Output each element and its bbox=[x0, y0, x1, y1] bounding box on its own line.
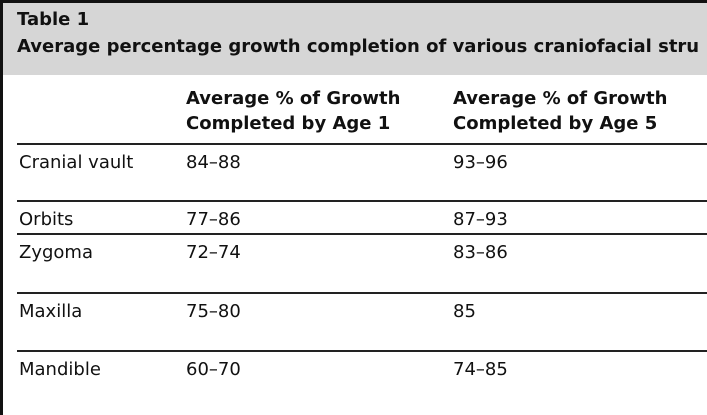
column-header-line: Average % of Growth bbox=[453, 88, 668, 109]
table-cell-age-1: 84–88 bbox=[186, 152, 241, 173]
table-rule bbox=[17, 292, 707, 294]
row-label: Maxilla bbox=[19, 301, 83, 322]
frame-left-border bbox=[0, 0, 3, 415]
row-label: Mandible bbox=[19, 359, 101, 380]
table-cell-age-1: 75–80 bbox=[186, 301, 241, 322]
table-cell-age-5: 83–86 bbox=[453, 242, 508, 263]
table-rule-header bbox=[17, 143, 707, 145]
frame-top-border bbox=[0, 0, 707, 3]
row-label: Orbits bbox=[19, 209, 74, 230]
table-rule bbox=[17, 350, 707, 352]
table-label: Table 1 bbox=[17, 9, 90, 30]
table-cell-age-1: 72–74 bbox=[186, 242, 241, 263]
table-caption: Average percentage growth completion of … bbox=[17, 36, 700, 57]
row-label: Zygoma bbox=[19, 242, 93, 263]
column-header-age-1: Average % of Growth Completed by Age 1 bbox=[186, 86, 400, 136]
table-cell-age-5: 93–96 bbox=[453, 152, 508, 173]
table-cell-age-5: 87–93 bbox=[453, 209, 508, 230]
table-rule bbox=[17, 233, 707, 235]
table-cell-age-5: 85 bbox=[453, 301, 476, 322]
table-title-band bbox=[3, 3, 707, 75]
row-label: Cranial vault bbox=[19, 152, 134, 173]
column-header-age-5: Average % of Growth Completed by Age 5 bbox=[453, 86, 667, 136]
column-header-line: Completed by Age 5 bbox=[453, 113, 658, 134]
table-cell-age-1: 60–70 bbox=[186, 359, 241, 380]
table-cell-age-5: 74–85 bbox=[453, 359, 508, 380]
table-rule bbox=[17, 200, 707, 202]
column-header-line: Average % of Growth bbox=[186, 88, 401, 109]
table-cell-age-1: 77–86 bbox=[186, 209, 241, 230]
column-header-line: Completed by Age 1 bbox=[186, 113, 391, 134]
